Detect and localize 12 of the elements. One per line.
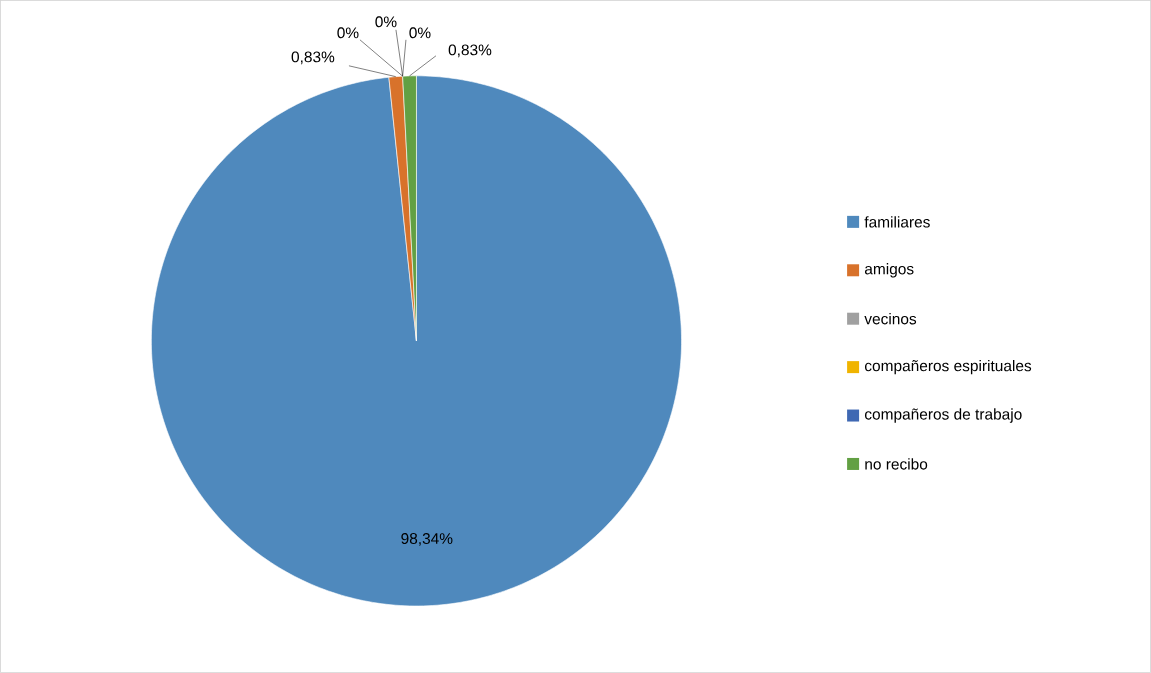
legend-label: compañeros espirituales	[864, 360, 1032, 375]
legend-label: amigos	[864, 263, 914, 278]
data-label: 0,83%	[291, 51, 335, 65]
text: 0%	[375, 16, 397, 28]
legend-label: no recibo	[865, 458, 928, 470]
legend-label: compañeros de trabajo	[864, 408, 1022, 423]
data-label: 0,83%	[448, 44, 492, 58]
data-label: 98,34%	[401, 533, 453, 546]
text: 0%	[409, 27, 431, 39]
legend-label: familiares	[864, 216, 930, 228]
legend-label: vecinos	[864, 313, 917, 325]
text: 0%	[337, 27, 359, 39]
